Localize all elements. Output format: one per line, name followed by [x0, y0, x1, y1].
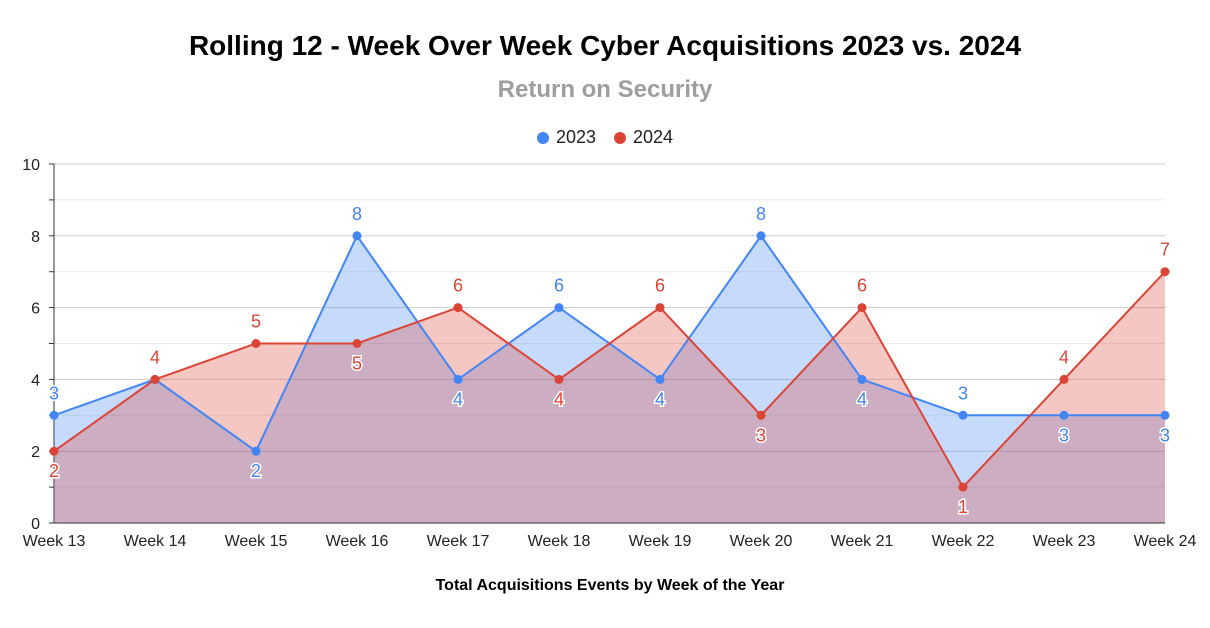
chart-subtitle: Return on Security [497, 76, 713, 103]
data-label-2024: 5 [352, 354, 362, 374]
data-label-2024: 4 [1059, 347, 1069, 367]
data-point-2023 [49, 410, 59, 420]
area-series-2023 [54, 235, 1165, 524]
data-label-2024: 4 [150, 347, 160, 367]
data-point-2024 [655, 303, 665, 313]
line-series-2024 [53, 271, 1166, 489]
data-label-2024: 3 [756, 425, 766, 445]
data-point-2024 [352, 339, 362, 348]
x-tick-label: Week 21 [831, 533, 894, 550]
data-label-2023: 3 [49, 383, 59, 403]
x-tick-label: Week 14 [124, 533, 187, 550]
chart-title: Rolling 12 - Week Over Week Cyber Acquis… [188, 30, 1022, 61]
data-label-2023: 2 [251, 461, 261, 481]
data-point-2023 [554, 303, 564, 313]
data-point-2023 [1160, 410, 1170, 420]
y-tick-label: 10 [22, 157, 40, 174]
data-point-2024 [251, 339, 261, 348]
data-point-2023 [1059, 410, 1069, 420]
x-tick-label: Week 13 [23, 533, 86, 550]
data-point-2023 [352, 231, 362, 241]
x-tick-label: Week 17 [427, 533, 490, 550]
data-point-2024 [150, 374, 160, 384]
data-point-2024 [857, 303, 867, 313]
data-label-2024: 4 [554, 389, 564, 409]
x-tick-label: Week 18 [528, 533, 591, 550]
data-label-2024: 6 [655, 276, 665, 296]
legend: 2023 2024 [0, 127, 1210, 148]
x-axis-title: Total Acquisitions Events by Week of the… [435, 577, 785, 594]
data-point-2024 [453, 303, 463, 313]
data-label-2024: 6 [857, 276, 867, 296]
data-point-2024 [1160, 267, 1170, 277]
data-label-2023: 4 [857, 389, 867, 409]
data-point-2023 [756, 231, 766, 241]
data-label-2024: 1 [958, 497, 968, 517]
legend-marker-2023 [536, 131, 549, 144]
data-point-2024 [49, 446, 59, 456]
data-label-2023: 4 [453, 389, 463, 409]
x-tick-label: Week 23 [1033, 533, 1096, 550]
y-tick-label: 0 [31, 516, 40, 533]
data-point-2024 [958, 482, 968, 492]
x-tick-label: Week 20 [730, 533, 793, 550]
x-tick-label: Week 19 [629, 533, 692, 550]
area-series-2024 [54, 271, 1165, 523]
data-label-2024: 5 [251, 312, 261, 332]
data-point-2024 [554, 374, 564, 384]
data-point-2023 [857, 374, 867, 384]
data-label-2024: 7 [1160, 240, 1170, 260]
x-tick-label: Week 24 [1134, 533, 1197, 550]
x-tick-label: Week 22 [932, 533, 995, 550]
data-point-2024 [756, 410, 766, 420]
data-label-2023: 8 [352, 204, 362, 224]
x-tick-label: Week 15 [225, 533, 288, 550]
data-label-2023: 6 [554, 276, 564, 296]
x-tick-label: Week 16 [326, 533, 389, 550]
y-tick-label: 2 [31, 444, 40, 461]
legend-item-2023[interactable]: 2023 [536, 127, 596, 148]
y-tick-label: 4 [31, 372, 40, 389]
data-label-2023: 8 [756, 204, 766, 224]
legend-item-2024[interactable]: 2024 [614, 127, 673, 148]
data-point-2023 [958, 410, 968, 420]
data-label-2024: 6 [453, 276, 463, 296]
legend-label-2023: 2023 [555, 127, 596, 147]
data-label-2023: 3 [1059, 425, 1069, 445]
legend-label-2024: 2024 [633, 127, 674, 147]
data-point-2023 [453, 374, 463, 384]
data-point-2023 [251, 446, 261, 456]
data-label-2024: 2 [49, 461, 59, 481]
data-label-2023: 4 [150, 347, 160, 367]
legend-marker-2024 [614, 131, 626, 144]
data-label-2023: 3 [1160, 425, 1170, 445]
data-label-2023: 4 [655, 389, 665, 409]
y-tick-label: 8 [31, 229, 40, 246]
data-point-2023 [655, 374, 665, 384]
data-point-2024 [1059, 374, 1069, 384]
y-tick-label: 6 [31, 301, 40, 318]
data-label-2023: 3 [958, 383, 968, 403]
